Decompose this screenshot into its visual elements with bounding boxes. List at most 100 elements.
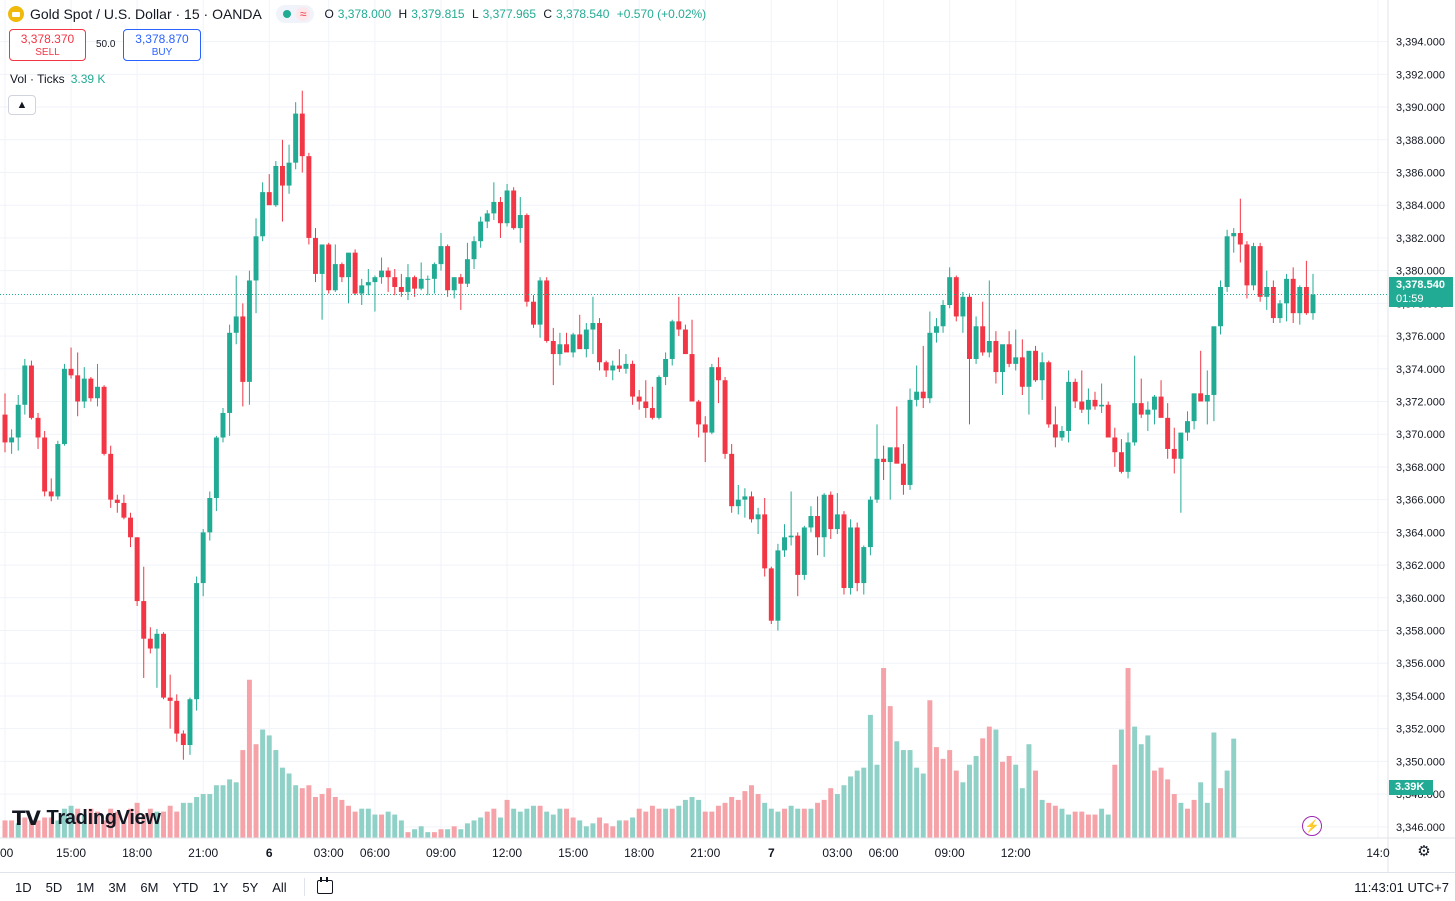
candle-body [1310,294,1316,314]
candle-body [1303,287,1309,314]
lightning-icon[interactable]: ⚡ [1302,816,1322,836]
candle-body [1191,393,1197,422]
close-value: 3,378.540 [556,7,610,21]
candle-body [240,316,246,382]
chart-grid [0,0,1388,838]
delayed-data-icon[interactable]: ≈ [295,7,311,21]
volume-bar [1066,814,1072,838]
range-5y-button[interactable]: 5Y [242,879,259,895]
candle-body [603,362,609,371]
volume-bar [1224,770,1230,838]
candle-body [795,535,801,575]
candle-body [379,270,385,278]
candle-body [1072,381,1078,402]
candle-body [610,365,616,371]
buy-label: BUY [151,47,173,58]
candle-body [782,537,787,551]
range-ytd-button[interactable]: YTD [172,879,199,895]
candle-body [1171,448,1177,459]
candle-body [68,368,74,376]
volume-bar [762,802,768,838]
candle-body [1151,396,1157,410]
volume-bar [577,820,583,838]
x-tick-label: 12:00 [1001,846,1031,860]
volume-bar [636,808,642,838]
volume-bar [352,811,358,838]
candle-body [326,244,332,291]
volume-value: 3.39 K [70,72,106,86]
candle-body [702,424,708,433]
symbol-title[interactable]: Gold Spot / U.S. Dollar · 15 · OANDA [30,6,262,22]
volume-bar [141,814,147,838]
candle-body [775,550,781,621]
candle-body [577,334,583,350]
y-tick-label: 3,352.000 [1396,724,1445,736]
clock-timezone[interactable]: 11:43:01 UTC+7 [1354,880,1449,895]
candle-body [504,190,510,224]
candle-body [762,514,768,569]
sell-button[interactable]: 3,378.370 SELL [9,29,86,61]
volume-bar [947,750,953,838]
range-6m-button[interactable]: 6M [140,879,159,895]
y-tick-label: 3,388.000 [1396,135,1445,147]
candle-body [1105,404,1111,438]
range-all-button[interactable]: All [272,879,287,895]
candle-body [266,192,272,206]
volume-bar [471,820,477,838]
volume-bar [48,817,54,838]
y-tick-label: 3,360.000 [1396,593,1445,605]
range-1m-button[interactable]: 1M [76,879,95,895]
price-axis[interactable]: 3,346.0003,348.0003,350.0003,352.0003,35… [1387,0,1445,872]
volume-bar [1013,764,1019,838]
calendar-icon[interactable] [316,877,333,894]
volume-bar [22,817,28,838]
volume-bar [702,811,708,838]
volume-bar [616,820,622,838]
volume-bar [1000,761,1005,838]
collapse-legend-button[interactable]: ▲ [8,95,36,115]
volume-bar [854,770,860,838]
gear-icon[interactable]: ⚙ [1417,843,1431,860]
candle-body [940,304,946,327]
buy-button[interactable]: 3,378.870 BUY [123,29,201,61]
candle-body [1118,452,1124,472]
candle-body [722,380,728,454]
buy-price: 3,378.870 [135,32,189,46]
candle-body [709,367,715,433]
candle-body [2,414,8,443]
range-1y-button[interactable]: 1Y [212,879,229,895]
volume-bar [669,808,675,838]
market-status-pill[interactable]: ≈ [275,5,315,23]
candle-body [801,527,807,575]
candle-body [319,244,325,274]
last-price-value: 3,378.540 [1396,279,1445,291]
range-5d-button[interactable]: 5D [45,879,63,895]
candle-body [233,316,239,333]
price-chart[interactable]: 3,346.0003,348.0003,350.0003,352.0003,35… [0,0,1455,872]
candle-body [570,334,576,353]
volume-bar [1185,808,1190,838]
candle-body [81,378,87,402]
tradingview-logo[interactable]: 𝗧𝗩 TradingView [12,806,161,831]
volume-bar [405,832,411,838]
low-value: 3,377.965 [482,7,537,21]
volume-bar [729,796,735,838]
volume-bar [782,808,787,838]
time-axis[interactable]: :00 15:00 18:00 21:00 6 03:00 06:00 09:00 12:00 1… [0,837,1455,860]
volume-bar [95,811,100,838]
candle-body [980,326,986,353]
volume-legend[interactable]: Vol · Ticks 3.39 K [10,72,105,86]
x-tick-label: 15:00 [56,846,86,860]
candle-body [42,437,48,492]
candle-body [900,463,906,485]
volume-bar [1171,794,1177,838]
candle-body [1132,403,1138,443]
range-3m-button[interactable]: 3M [108,879,127,895]
range-1d-button[interactable]: 1D [15,879,32,895]
change-value: +0.570 (+0.02%) [616,7,707,21]
candle-body [967,296,972,359]
candle-body [1092,399,1098,407]
volume-bar [1059,808,1065,838]
volume-bar [663,808,669,838]
candle-body [220,412,226,438]
